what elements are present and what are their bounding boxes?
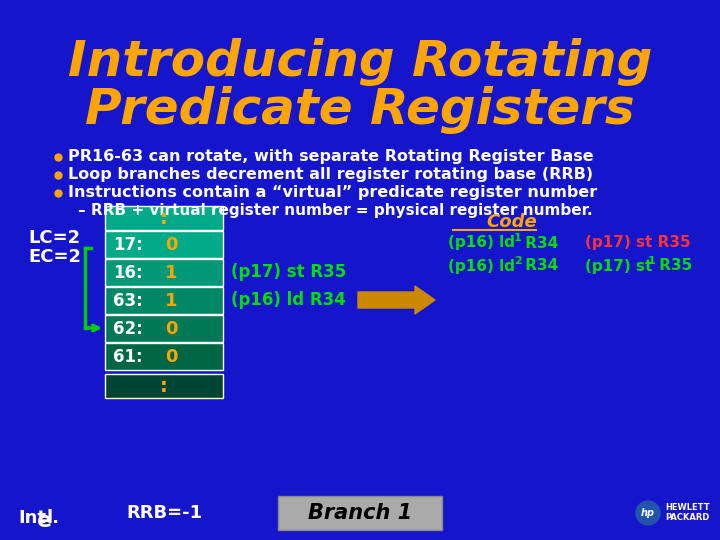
Text: (p17) st R35: (p17) st R35 xyxy=(231,263,346,281)
FancyBboxPatch shape xyxy=(105,259,223,286)
Text: 63:: 63: xyxy=(113,292,143,309)
FancyBboxPatch shape xyxy=(105,206,223,230)
Text: Predicate Registers: Predicate Registers xyxy=(85,86,635,134)
Text: R34: R34 xyxy=(520,235,558,251)
Text: (p17) st: (p17) st xyxy=(585,259,652,273)
Text: l.: l. xyxy=(47,509,60,527)
Text: Branch 1: Branch 1 xyxy=(308,503,412,523)
Text: Loop branches decrement all register rotating base (RRB): Loop branches decrement all register rot… xyxy=(68,167,593,183)
FancyBboxPatch shape xyxy=(105,315,223,342)
Text: R34: R34 xyxy=(520,259,558,273)
Text: EC=2: EC=2 xyxy=(28,248,81,266)
Text: 1: 1 xyxy=(514,233,522,243)
Text: :: : xyxy=(160,376,168,395)
Text: Introducing Rotating: Introducing Rotating xyxy=(68,38,652,86)
Text: :: : xyxy=(160,208,168,227)
Text: 1: 1 xyxy=(648,256,656,266)
Text: R35: R35 xyxy=(654,259,692,273)
Text: (p17) st R35: (p17) st R35 xyxy=(585,235,690,251)
Polygon shape xyxy=(358,286,435,314)
Text: 2: 2 xyxy=(514,256,522,266)
Circle shape xyxy=(636,501,660,525)
Text: e: e xyxy=(37,511,52,531)
FancyBboxPatch shape xyxy=(105,287,223,314)
Text: (p16) ld R34: (p16) ld R34 xyxy=(231,291,346,309)
Text: 0: 0 xyxy=(165,348,178,366)
FancyBboxPatch shape xyxy=(105,374,223,398)
Text: Instructions contain a “virtual” predicate register number: Instructions contain a “virtual” predica… xyxy=(68,186,598,200)
FancyBboxPatch shape xyxy=(278,496,442,530)
Text: 1: 1 xyxy=(165,292,178,309)
Text: (p16) ld: (p16) ld xyxy=(448,259,515,273)
Text: 0: 0 xyxy=(165,235,178,253)
Text: 17:: 17: xyxy=(113,235,143,253)
Text: (p16) ld: (p16) ld xyxy=(448,235,515,251)
Text: 1: 1 xyxy=(165,264,178,281)
FancyBboxPatch shape xyxy=(105,343,223,370)
Text: 61:: 61: xyxy=(113,348,143,366)
Text: hp: hp xyxy=(641,508,655,518)
Text: 0: 0 xyxy=(165,320,178,338)
FancyBboxPatch shape xyxy=(105,231,223,258)
Text: HEWLETT: HEWLETT xyxy=(665,503,710,512)
Text: 62:: 62: xyxy=(113,320,143,338)
Text: LC=2: LC=2 xyxy=(28,229,80,247)
Text: RRB=-1: RRB=-1 xyxy=(126,504,202,522)
Text: PACKARD: PACKARD xyxy=(665,514,709,523)
Text: Code: Code xyxy=(486,213,536,231)
Text: Int: Int xyxy=(18,509,46,527)
Text: – RRB + virtual register number = physical register number.: – RRB + virtual register number = physic… xyxy=(78,204,593,219)
Text: PR16-63 can rotate, with separate Rotating Register Base: PR16-63 can rotate, with separate Rotati… xyxy=(68,150,593,165)
Text: 16:: 16: xyxy=(113,264,143,281)
